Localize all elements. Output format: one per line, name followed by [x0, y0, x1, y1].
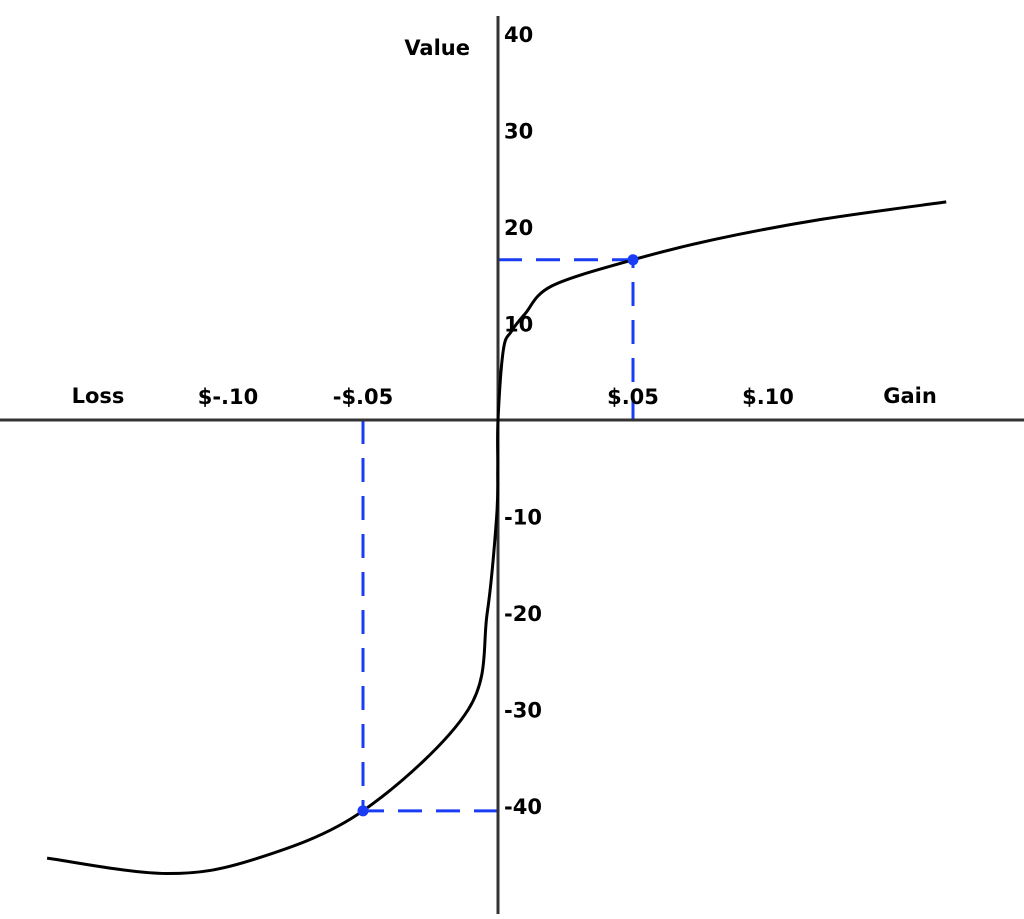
y-tick-label: 40 — [504, 23, 533, 47]
x-axis-gain-label: Gain — [883, 384, 937, 408]
x-tick-label: $-.10 — [198, 385, 259, 409]
x-tick-label: -$.05 — [333, 385, 394, 409]
y-tick-label: -10 — [504, 506, 542, 530]
x-axis-loss-label: Loss — [72, 384, 125, 408]
highlight-point — [357, 805, 369, 817]
highlight-point — [627, 254, 639, 266]
y-tick-label: -20 — [504, 602, 542, 626]
y-tick-label: 20 — [504, 216, 533, 240]
y-tick-label: -40 — [504, 795, 542, 819]
y-axis-label: Value — [404, 36, 470, 60]
y-tick-label: 10 — [504, 313, 533, 337]
y-tick-label: -30 — [504, 699, 542, 723]
x-tick-label: $.05 — [607, 385, 659, 409]
x-tick-label: $.10 — [742, 385, 794, 409]
value-curve — [46, 200, 947, 876]
y-tick-label: 30 — [504, 120, 533, 144]
